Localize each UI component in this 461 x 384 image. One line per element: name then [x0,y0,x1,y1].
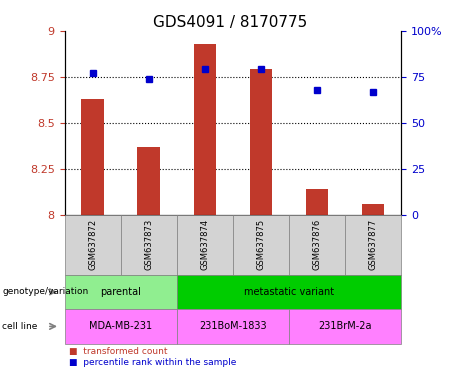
Text: cell line: cell line [2,322,38,331]
Text: genotype/variation: genotype/variation [2,287,89,296]
Text: metastatic variant: metastatic variant [244,287,334,297]
Text: GSM637876: GSM637876 [313,219,321,270]
Bar [194,44,216,215]
Text: GSM637873: GSM637873 [144,219,153,270]
Bar [306,189,328,215]
Text: GSM637875: GSM637875 [256,219,266,270]
Bar [137,147,160,215]
Text: 231BoM-1833: 231BoM-1833 [199,321,266,331]
Text: GDS4091 / 8170775: GDS4091 / 8170775 [154,15,307,30]
Text: GSM637872: GSM637872 [88,219,97,270]
Text: parental: parental [100,287,141,297]
Bar [250,70,272,215]
Bar [82,99,104,215]
Text: MDA-MB-231: MDA-MB-231 [89,321,152,331]
Text: 231BrM-2a: 231BrM-2a [318,321,372,331]
Text: ■  percentile rank within the sample: ■ percentile rank within the sample [69,358,236,367]
Text: GSM637874: GSM637874 [200,219,209,270]
Text: GSM637877: GSM637877 [368,219,378,270]
Bar [362,204,384,215]
Text: ■  transformed count: ■ transformed count [69,347,168,356]
